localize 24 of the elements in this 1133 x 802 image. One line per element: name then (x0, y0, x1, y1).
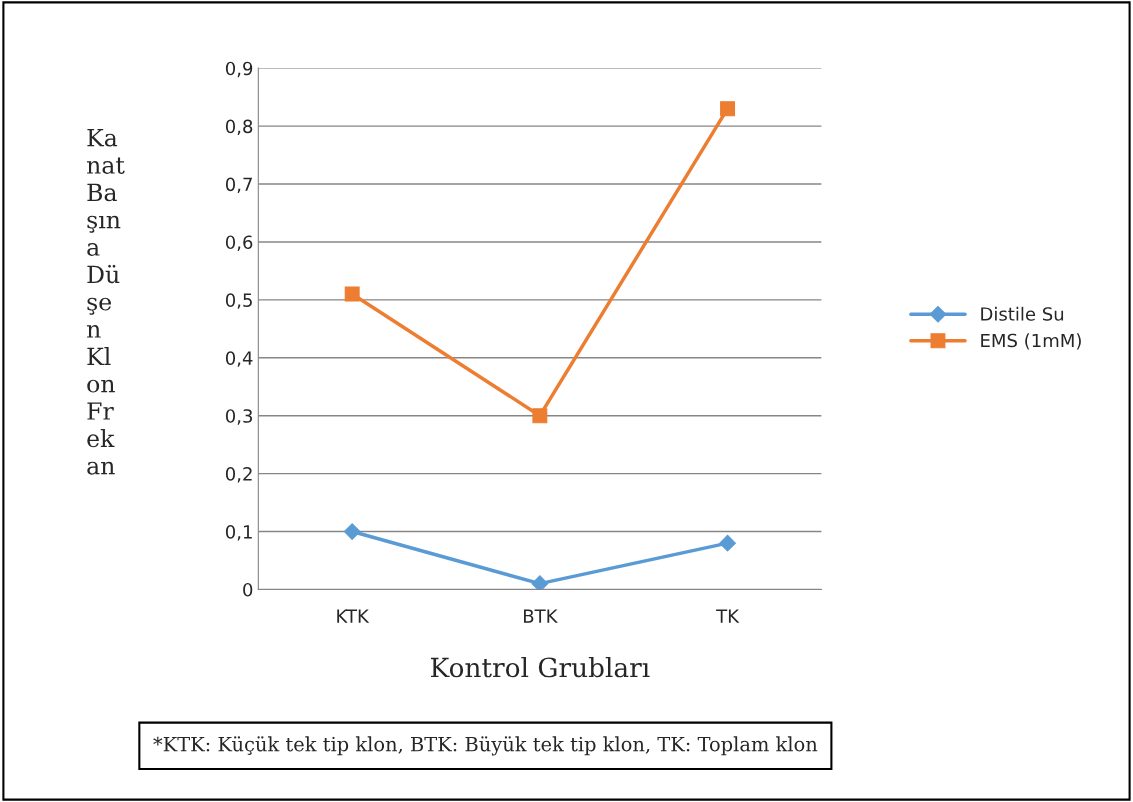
y-tick-label: 0,5 (225, 293, 252, 309)
y-tick-label: 0,1 (225, 525, 252, 541)
x-tick-label: TK (716, 609, 740, 623)
point (720, 101, 736, 117)
x-tick-label: BTK (524, 609, 558, 623)
y-tick-label: 0,2 (225, 467, 252, 483)
point (532, 408, 548, 424)
text: Ka nat Ba şın a Dü şe n Kl on Fr ek an (86, 129, 125, 475)
y-tick-label: 0,3 (225, 409, 253, 425)
y-tick-label: 0,9 (225, 61, 253, 78)
legend-label: Distile Su (981, 306, 1064, 321)
x-axis-title: Kontrol Grubları (431, 656, 650, 678)
point (719, 534, 736, 552)
legend-label: EMS (1mM) (981, 333, 1081, 350)
text: *KTK: Küçük tek tip klon, BTK: Büyük tek tip klon, TK: Toplam klon (153, 736, 818, 756)
x-tick-label: KTK (337, 609, 370, 623)
point (343, 523, 361, 540)
y-tick-label: 0,6 (225, 235, 253, 251)
y-tick-label: 0 (243, 582, 253, 597)
y-tick-label: 0,7 (225, 177, 252, 193)
y-tick-label: 0,8 (225, 119, 253, 136)
point (531, 575, 549, 590)
point (344, 286, 360, 302)
y-tick-label: 0,4 (225, 351, 253, 367)
